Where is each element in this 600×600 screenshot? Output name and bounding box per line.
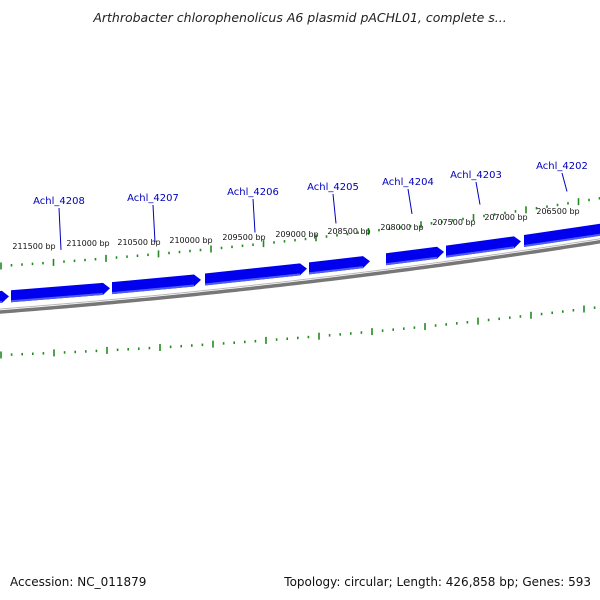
map-title: Arthrobacter chlorophenolicus A6 plasmid… (93, 10, 507, 25)
gene-label-achl-4202[interactable]: Achl_4202 (536, 161, 588, 192)
gene-arrow-achl-4202[interactable] (523, 222, 600, 247)
bp-position-label: 208500 bp (327, 227, 370, 236)
gene-leader-line (561, 172, 568, 192)
gene-name: Achl_4203 (450, 170, 502, 181)
gene-label-achl-4206[interactable]: Achl_4206 (227, 187, 279, 233)
accession-label: Accession: NC_011879 (10, 575, 147, 589)
gene-arrow-achl-4205[interactable] (308, 256, 370, 275)
gene-arrow-achl-4206-body (205, 263, 307, 286)
gene-arrow-achl-4204[interactable] (385, 246, 444, 266)
gene-arrow-left-edge[interactable] (0, 290, 9, 305)
gene-arrow-achl-4208[interactable] (10, 282, 110, 303)
gene-label-achl-4207[interactable]: Achl_4207 (127, 193, 179, 243)
inner-tick-ring (0, 305, 596, 359)
bp-position-label: 210000 bp (169, 236, 212, 245)
gene-name: Achl_4205 (307, 182, 359, 193)
gene-leader-line (332, 193, 337, 224)
bp-position-label: 207000 bp (484, 213, 527, 222)
gene-arrow-achl-4204-shade (385, 256, 438, 266)
backbone-inner-line (0, 238, 600, 310)
gene-arrow-achl-4207-shade (111, 284, 195, 295)
gene-arrow-achl-4207-body (112, 274, 201, 295)
bp-position-label: 211500 bp (12, 242, 55, 251)
bp-position-label: 207500 bp (432, 218, 475, 227)
bp-position-label: 208000 bp (380, 223, 423, 232)
gene-label-achl-4204[interactable]: Achl_4204 (382, 177, 434, 214)
outer-tick-ring (0, 197, 600, 270)
gene-name: Achl_4202 (536, 161, 588, 172)
gene-name: Achl_4206 (227, 187, 279, 198)
gene-leader-line (58, 207, 62, 250)
gene-arrow-achl-4204-body (386, 246, 444, 266)
gene-name: Achl_4208 (33, 196, 85, 207)
gene-arrow-achl-4202-body (524, 223, 600, 247)
bp-position-label: 209500 bp (222, 233, 265, 242)
gene-arrow-achl-4203-shade (445, 246, 515, 258)
bp-labels: 211500 bp 211000 bp 210500 bp 210000 bp 2095… (12, 207, 579, 251)
gene-arrow-achl-4208-body (11, 282, 110, 303)
topology-label: Topology: circular; Length: 426,858 bp; … (284, 575, 591, 589)
gene-arrow-left-edge-body (0, 290, 9, 304)
gene-arrow-achl-4206[interactable] (204, 263, 307, 286)
gene-leader-line (152, 204, 156, 243)
bp-position-label: 211000 bp (66, 239, 109, 248)
gene-arrow-achl-4202-shade (523, 233, 600, 247)
gene-arrow-left-edge-shade (0, 300, 3, 304)
gene-leader-line (407, 188, 413, 214)
gene-arrow-achl-4205-shade (308, 266, 364, 275)
gene-leader-line (475, 181, 481, 205)
bp-position-label: 210500 bp (117, 238, 160, 247)
bp-position-label: 209000 bp (275, 230, 318, 239)
gene-arrow-achl-4206-shade (204, 273, 301, 286)
gene-arrow-achl-4203[interactable] (445, 236, 521, 258)
bp-position-label: 206500 bp (536, 207, 579, 216)
gene-name: Achl_4207 (127, 193, 179, 204)
gene-arrow-achl-4207[interactable] (111, 274, 201, 295)
gene-arrows (0, 222, 600, 305)
gene-arrow-achl-4205-body (309, 256, 370, 275)
gene-label-achl-4203[interactable]: Achl_4203 (450, 170, 502, 205)
gene-leader-line (252, 198, 256, 233)
gene-name: Achl_4204 (382, 177, 434, 188)
gene-label-achl-4208[interactable]: Achl_4208 (33, 196, 85, 250)
backbone-arc (0, 238, 600, 314)
backbone-line (0, 240, 600, 314)
gene-labels: Achl_4208 Achl_4207 Achl_4206 Achl_4205 Achl… (33, 161, 588, 250)
gene-arrow-achl-4203-body (446, 236, 521, 258)
gene-arrow-achl-4208-shade (10, 292, 104, 303)
gene-label-achl-4205[interactable]: Achl_4205 (307, 182, 359, 224)
